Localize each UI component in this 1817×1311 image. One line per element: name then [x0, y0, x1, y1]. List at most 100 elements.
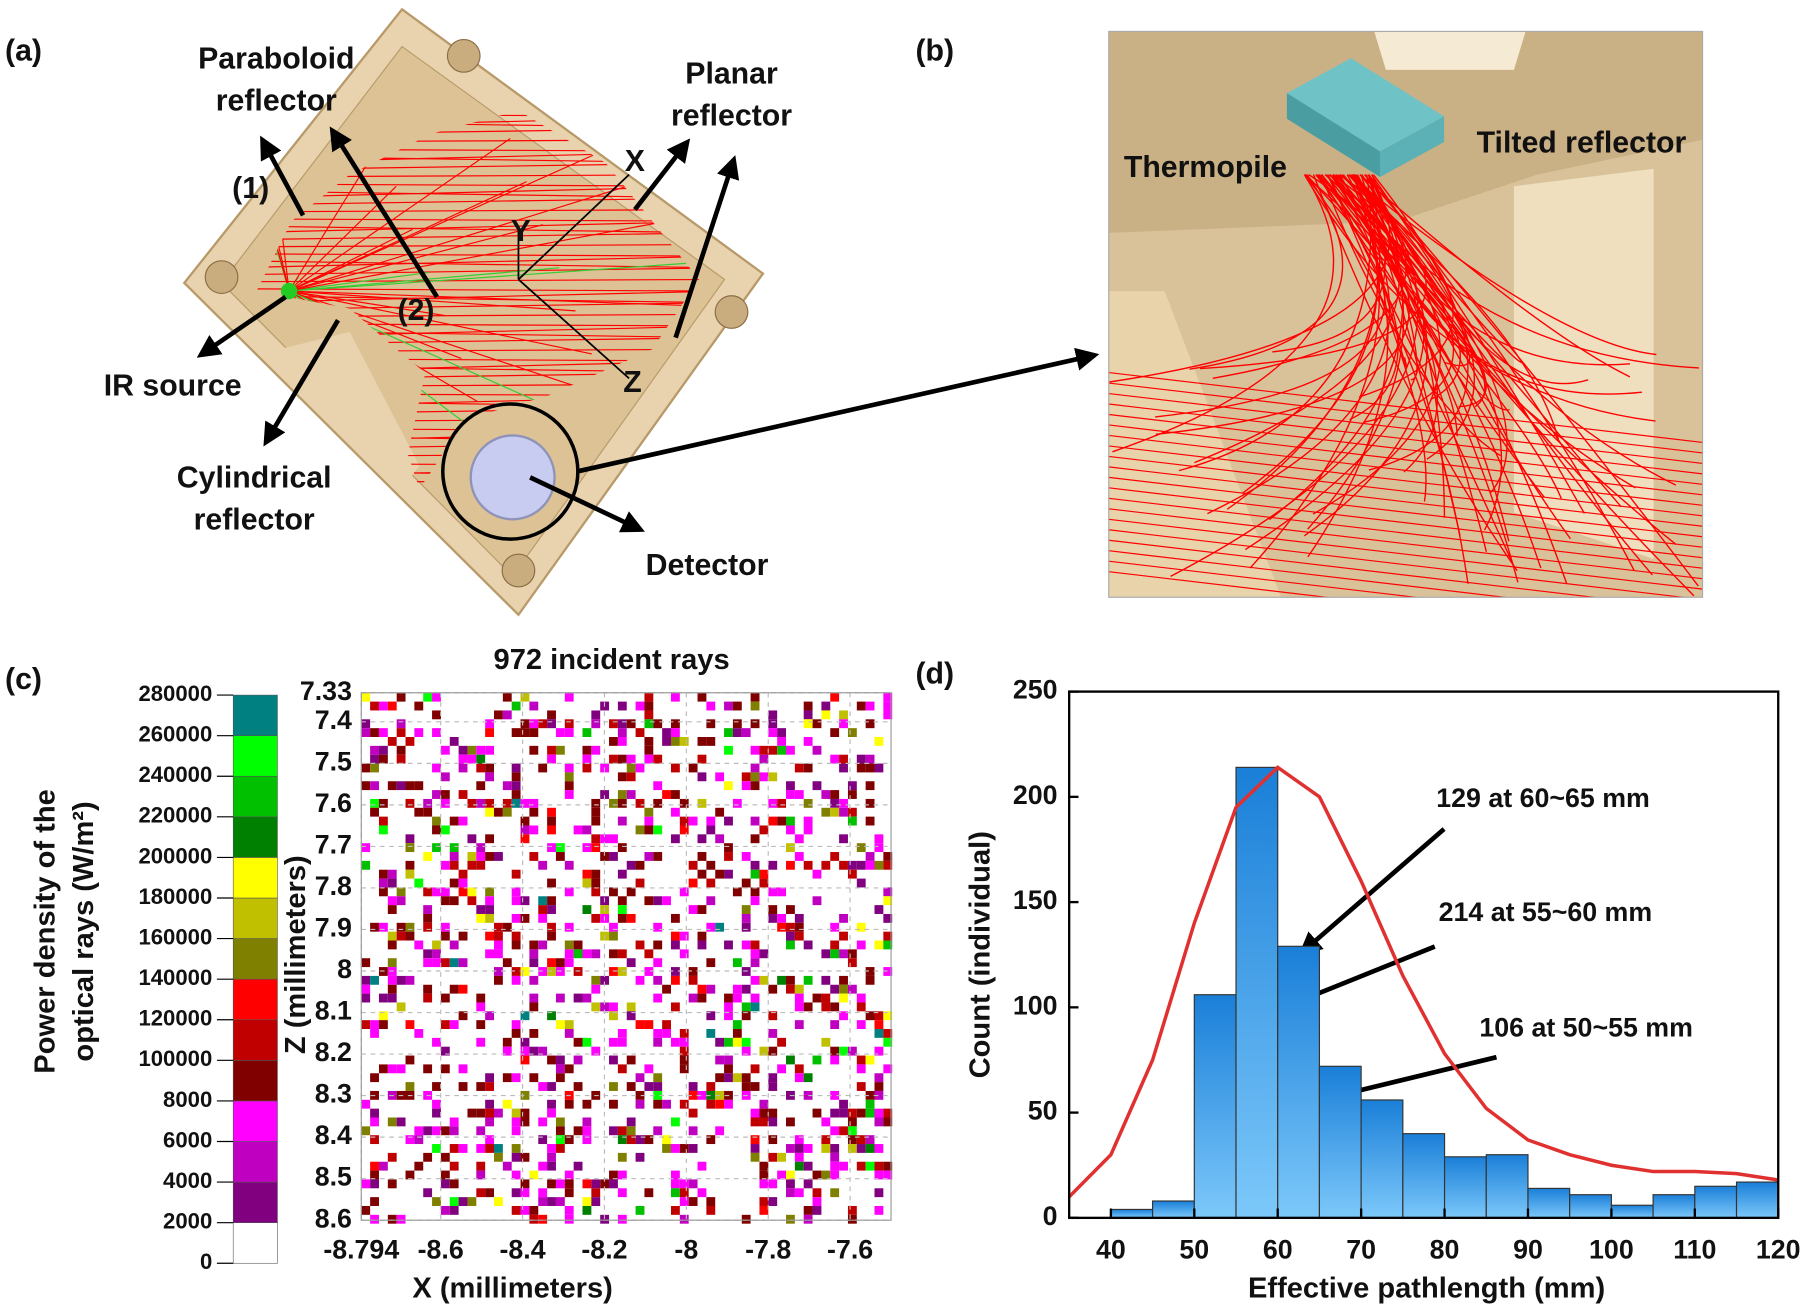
ray-hit-cell: [688, 1144, 698, 1153]
ray-hit-cell: [555, 1073, 565, 1083]
ray-hit-cell: [520, 728, 530, 738]
ray-hit-cell: [609, 1082, 618, 1091]
annotation: Cylindrical: [177, 462, 332, 495]
ray-hit-cell: [644, 852, 654, 861]
ray-hit-cell: [670, 834, 680, 844]
y-tick-label: 7.33: [300, 676, 352, 706]
ray-hit-cell: [414, 728, 424, 738]
ray-hit-cell: [874, 1082, 884, 1091]
ray-hit-cell: [759, 1205, 769, 1215]
ray-hit-cell: [387, 940, 397, 950]
ray-hit-cell: [591, 878, 601, 888]
ray-hit-cell: [511, 1020, 521, 1030]
ray-hit-cell: [830, 790, 840, 799]
ray-hit-cell: [777, 913, 787, 923]
ray-hit-cell: [865, 1099, 875, 1109]
ray-hit-cell: [449, 1161, 459, 1171]
ray-hit-cell: [777, 798, 787, 808]
ray-hit-cell: [821, 975, 831, 985]
ray-hit-cell: [458, 754, 468, 764]
ray-hit-cell: [679, 1188, 689, 1198]
ray-hit-cell: [547, 1011, 556, 1021]
y-tick-label: 7.9: [315, 913, 352, 943]
ray-hit-cell: [697, 737, 707, 746]
ray: [1352, 174, 1642, 395]
ray-hit-cell: [750, 692, 760, 702]
ray-hit-cell: [759, 745, 769, 755]
ray-hit-cell: [724, 940, 733, 950]
ray-hit-cell: [538, 1046, 548, 1056]
ray-hit-cell: [387, 1179, 397, 1189]
ray-hit-cell: [529, 1170, 539, 1180]
ray-hit-cell: [688, 816, 698, 826]
ray: [256, 253, 699, 257]
ray-hit-cell: [662, 1029, 671, 1038]
ray-hit-cell: [724, 816, 733, 826]
ray-hit-cell: [750, 1082, 760, 1091]
ray-hit-cell: [732, 728, 742, 738]
ray-hit-cell: [555, 958, 565, 968]
ray-hit-cell: [609, 834, 618, 844]
bar: [1610, 1204, 1654, 1219]
ray-hit-cell: [511, 798, 521, 808]
ray-hit-cell: [520, 816, 530, 826]
ray: [1360, 174, 1461, 536]
ray-hit-cell: [786, 843, 795, 853]
ray-hit-cell: [883, 896, 893, 906]
ray-hit-cell: [538, 1117, 548, 1127]
ray: [1108, 392, 1703, 464]
ray-hit-cell: [750, 940, 760, 950]
ray-hit-cell: [750, 781, 760, 791]
ray-hit-cell: [370, 1161, 379, 1171]
ray-hit-cell: [724, 1055, 733, 1065]
ray-hit-cell: [529, 958, 539, 968]
ray-hit-cell: [874, 1161, 884, 1171]
ray-hit-cell: [378, 993, 388, 1003]
colorbar-band: [232, 857, 278, 899]
ray-hit-cell: [458, 1064, 468, 1074]
ray-hit-cell: [759, 825, 769, 835]
ray-hit-cell: [502, 798, 512, 808]
ray-hit-cell: [361, 692, 371, 702]
x-tick-label: 50: [1179, 1235, 1209, 1265]
ray-hit-cell: [644, 710, 654, 720]
ray: [1307, 174, 1389, 558]
ray-hit-cell: [865, 1135, 875, 1145]
ray: [1108, 571, 1332, 598]
ray-hit-cell: [538, 763, 548, 773]
ray-hit-cell: [485, 763, 495, 773]
ray-hit-cell: [494, 807, 503, 817]
ray-hit-cell: [706, 984, 716, 994]
ray-hit-cell: [511, 1205, 521, 1215]
ray-hit-cell: [777, 745, 787, 755]
ray-hit-cell: [378, 1011, 388, 1021]
ray-hit-cell: [768, 745, 778, 755]
colorbar-band: [232, 735, 278, 777]
ray-hit-cell: [830, 1152, 840, 1162]
ray-hit-cell: [830, 728, 840, 738]
ray-hit-cell: [396, 922, 406, 932]
ray: [1108, 455, 1703, 527]
ray-hit-cell: [476, 754, 486, 764]
ray-hit-cell: [555, 1197, 565, 1206]
ray-hit-cell: [458, 816, 468, 826]
ray-hit-cell: [609, 719, 618, 729]
ray-hit-cell: [803, 798, 813, 808]
ray-hit-cell: [555, 1064, 565, 1074]
ray-hit-cell: [370, 1117, 379, 1127]
ray-hit-cell: [830, 1055, 840, 1065]
ray-hit-cell: [529, 949, 539, 959]
ray-hit-cell: [741, 1002, 751, 1012]
ray-hit-cell: [883, 1170, 893, 1180]
ray-hit-cell: [467, 1108, 477, 1118]
ray-hit-cell: [370, 701, 379, 711]
ray-hit-cell: [494, 1152, 503, 1162]
ray-hit-cell: [387, 1117, 397, 1127]
ray-hit-cell: [414, 1126, 424, 1136]
ray-hit-cell: [520, 1055, 530, 1065]
ray-hit-cell: [378, 825, 388, 835]
ray-hit-cell: [617, 701, 627, 711]
ray-hit-cell: [679, 1064, 689, 1074]
ray-hit-cell: [856, 860, 866, 870]
ray-hit-cell: [564, 1135, 574, 1145]
